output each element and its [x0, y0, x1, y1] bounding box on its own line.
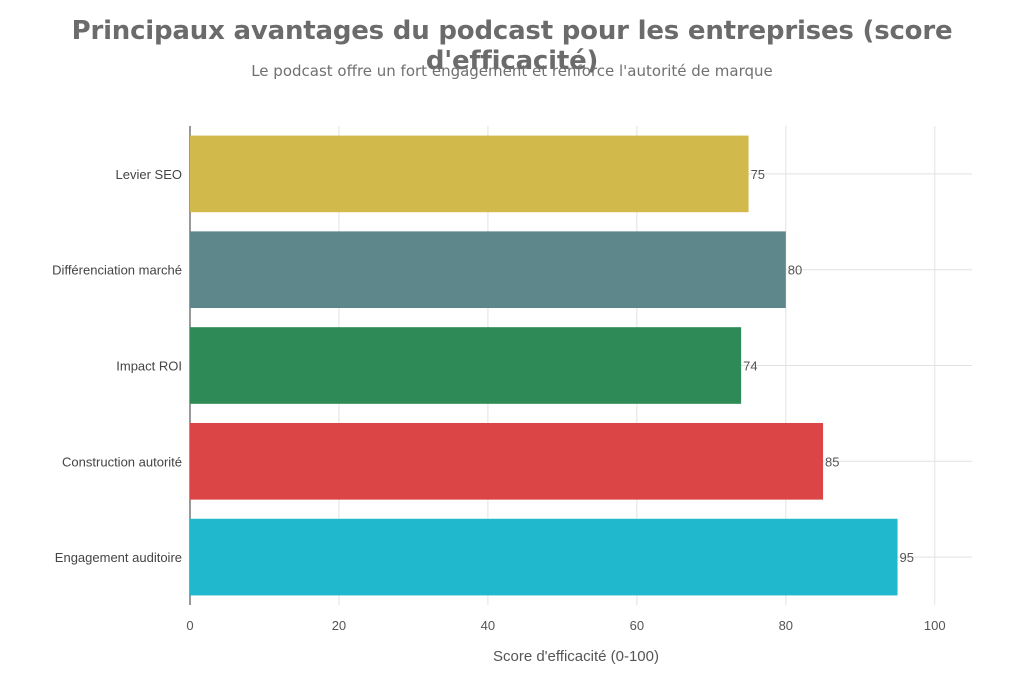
- category-label: Différenciation marché: [52, 263, 182, 278]
- bar: [190, 518, 898, 596]
- data-label: 85: [825, 454, 839, 469]
- data-label: 74: [743, 359, 757, 374]
- data-label: 80: [788, 263, 802, 278]
- labels: 0 20 40 60 80 100 Levier SEO 75 Différenciation …: [52, 167, 945, 633]
- x-tick-label: 40: [481, 618, 495, 633]
- category-label: Impact ROI: [116, 359, 182, 374]
- x-tick-label: 100: [924, 618, 946, 633]
- bars: [190, 135, 898, 596]
- chart-subtitle: Le podcast offre un fort engagement et r…: [251, 62, 773, 80]
- bar: [190, 135, 749, 213]
- x-axis-title: Score d'efficacité (0-100): [493, 648, 659, 665]
- bar: [190, 231, 786, 309]
- x-tick-label: 20: [332, 618, 346, 633]
- category-label: Engagement auditoire: [55, 550, 182, 565]
- bar: [190, 327, 742, 404]
- bar: [190, 422, 824, 500]
- data-label: 75: [751, 167, 765, 182]
- x-tick-label: 0: [186, 618, 193, 633]
- data-label: 95: [900, 550, 914, 565]
- x-tick-label: 60: [630, 618, 644, 633]
- x-tick-label: 80: [779, 618, 793, 633]
- chart-title: Principaux avantages du podcast pour les…: [71, 16, 953, 76]
- category-label: Levier SEO: [116, 167, 182, 182]
- category-label: Construction autorité: [62, 454, 182, 469]
